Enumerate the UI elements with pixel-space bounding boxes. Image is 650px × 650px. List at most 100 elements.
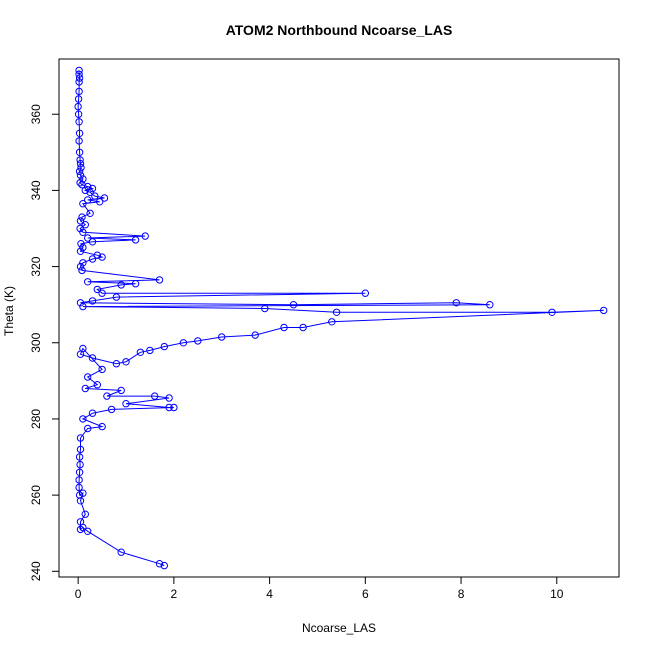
data-point	[76, 247, 85, 256]
data-point	[81, 221, 90, 229]
data-point	[76, 217, 85, 225]
plot-area: 0 2 4 6 8 10 240 260 280 300 320 340 360	[29, 58, 620, 601]
data-point	[79, 415, 87, 423]
data-point	[155, 560, 164, 568]
data-point	[155, 276, 164, 284]
data-point	[79, 228, 87, 237]
data-point	[76, 445, 85, 454]
data-point	[332, 308, 341, 316]
data-point	[75, 74, 84, 82]
data-point	[84, 424, 92, 433]
data-point	[131, 280, 140, 288]
data-point	[79, 200, 87, 208]
data-point	[361, 289, 369, 297]
data-point	[78, 213, 86, 221]
data-point	[141, 232, 149, 240]
data-point	[117, 548, 125, 556]
data-point	[79, 344, 87, 353]
data-point	[76, 179, 84, 187]
y-tick-label: 280	[29, 409, 43, 429]
data-point	[75, 148, 84, 157]
x-tick-label: 0	[75, 587, 82, 601]
data-point	[75, 78, 83, 86]
data-point	[151, 392, 159, 400]
data-point	[81, 186, 90, 195]
data-point	[218, 333, 226, 341]
data-point	[76, 525, 85, 534]
y-axis-label: Theta (K)	[2, 286, 16, 336]
data-point	[100, 194, 109, 202]
data-point	[75, 87, 83, 96]
data-point	[122, 400, 130, 408]
data-point	[112, 293, 121, 301]
data-point	[103, 392, 111, 400]
data-point	[486, 301, 494, 309]
data-point	[88, 184, 97, 193]
data-point	[117, 386, 125, 395]
data-point	[75, 66, 83, 75]
data-point	[81, 384, 90, 393]
x-tick-label: 2	[171, 587, 178, 601]
data-point	[75, 137, 83, 145]
data-point	[96, 198, 104, 206]
data-point	[91, 192, 99, 200]
data-point	[98, 289, 106, 297]
data-point	[88, 255, 97, 263]
data-point	[75, 483, 83, 492]
data-point	[131, 236, 140, 244]
data-point	[76, 160, 85, 168]
data-point	[81, 510, 90, 518]
data-point	[79, 523, 87, 532]
data-point	[88, 409, 97, 417]
data-point	[98, 253, 106, 261]
data-point	[194, 337, 202, 345]
x-tick-label: 6	[362, 587, 369, 601]
data-point	[122, 358, 130, 366]
data-point	[75, 167, 84, 176]
data-point	[86, 188, 94, 197]
data-point	[84, 196, 92, 204]
data-point	[78, 266, 86, 275]
data-point	[98, 422, 106, 431]
data-point	[165, 394, 173, 402]
data-point	[328, 318, 336, 326]
data-point	[251, 331, 259, 339]
data-point	[75, 453, 84, 461]
data-point	[84, 527, 92, 535]
data-point	[452, 299, 460, 307]
data-point	[160, 342, 169, 351]
y-tick-label: 260	[29, 485, 43, 505]
data-point	[75, 476, 83, 484]
data-point	[75, 129, 84, 138]
y-tick-label: 360	[29, 104, 43, 124]
data-point	[136, 348, 145, 356]
data-point	[170, 403, 178, 412]
chart-title: ATOM2 Northbound Ncoarse_LAS	[226, 22, 453, 38]
data-point	[86, 209, 94, 218]
data-point	[600, 306, 608, 315]
data-point	[280, 323, 288, 332]
data-point	[84, 234, 92, 242]
data-point	[76, 156, 84, 164]
data-point	[74, 110, 83, 118]
data-point	[98, 365, 106, 374]
data-point	[75, 70, 83, 78]
data-point	[79, 243, 87, 252]
data-point	[75, 468, 84, 476]
data-point	[76, 434, 85, 442]
data-point	[88, 354, 97, 362]
data-point	[261, 304, 269, 313]
data-point	[76, 299, 85, 307]
data-point	[93, 251, 102, 259]
data-point	[79, 259, 87, 267]
data-point	[75, 118, 83, 126]
y-tick-label: 320	[29, 256, 43, 276]
data-point	[289, 301, 298, 309]
x-tick-label: 8	[458, 587, 465, 601]
data-point	[117, 281, 125, 289]
y-tick-label: 300	[29, 332, 43, 352]
data-point	[299, 323, 307, 332]
data-point	[79, 302, 87, 311]
data-point	[548, 308, 556, 316]
